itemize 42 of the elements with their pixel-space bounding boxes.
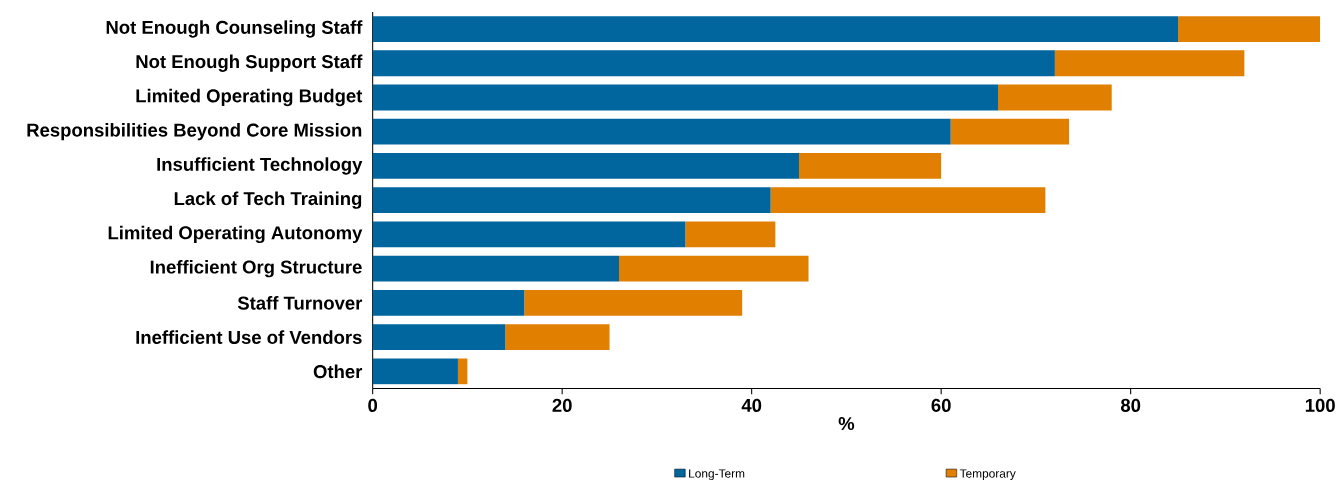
legend-label: Temporary — [959, 469, 1016, 481]
bar — [799, 153, 942, 179]
bar — [372, 324, 506, 351]
x-tick-label: 40 — [741, 398, 762, 412]
x-tick-label: 0 — [368, 398, 378, 412]
bar — [372, 290, 525, 316]
bar — [372, 50, 1055, 77]
y-tick-label: Insufficient Technology — [157, 157, 363, 175]
bar — [372, 153, 800, 179]
bar — [505, 324, 610, 351]
x-tick-label: 80 — [1120, 398, 1141, 412]
legend-label: Long-Term — [689, 469, 745, 481]
bar — [998, 84, 1112, 111]
bar — [524, 290, 743, 316]
x-tick-label: 100 — [1305, 398, 1335, 412]
bar — [372, 118, 951, 145]
bar — [770, 187, 1046, 214]
bar — [1054, 50, 1245, 77]
bar — [372, 221, 686, 248]
bar — [372, 255, 620, 282]
y-tick-label: Limited Operating Budget — [136, 88, 363, 107]
y-tick-label: Staff Turnover — [237, 296, 363, 310]
y-tick-label: Other — [313, 364, 363, 379]
y-tick-label: Not Enough Counseling Staff — [106, 20, 363, 38]
y-tick-label: Inefficient Use of Vendors — [136, 330, 362, 345]
bar — [950, 118, 1070, 145]
bar — [372, 187, 771, 214]
x-axis-title: % — [838, 417, 855, 431]
bar — [1178, 16, 1321, 42]
bar — [457, 358, 468, 385]
y-tick-label: Inefficient Org Structure — [150, 260, 362, 278]
x-tick-label: 60 — [931, 398, 951, 412]
bar — [372, 358, 458, 385]
bar — [372, 16, 1179, 42]
x-tick-label: 20 — [552, 398, 572, 412]
bar — [685, 221, 776, 248]
y-tick-label: Not Enough Support Staff — [136, 54, 363, 72]
y-tick-label: Limited Operating Autonomy — [108, 225, 363, 244]
y-tick-label: Lack of Tech Training — [174, 191, 362, 209]
bar — [619, 255, 809, 282]
bar — [372, 84, 999, 111]
y-tick-label: Responsibilities Beyond Core Mission — [27, 123, 362, 141]
